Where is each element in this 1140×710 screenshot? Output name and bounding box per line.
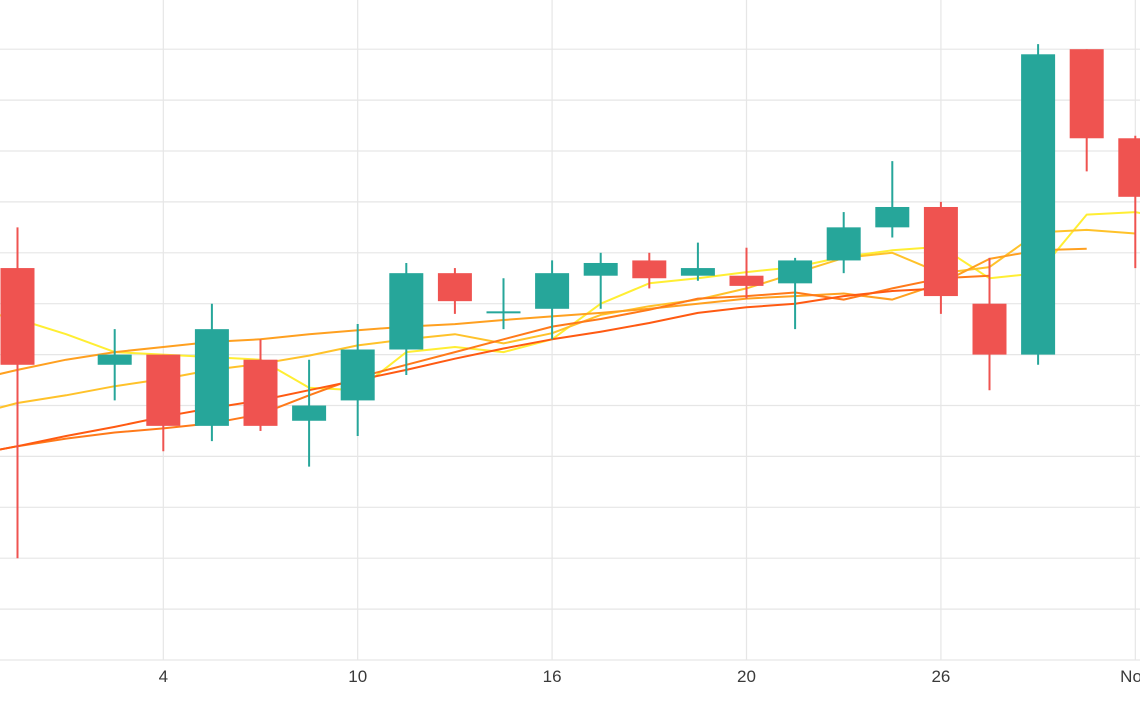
candle xyxy=(778,257,813,330)
x-tick-label: 20 xyxy=(737,667,756,686)
candle xyxy=(1021,44,1056,365)
candle-body xyxy=(486,311,521,314)
candle-body xyxy=(1069,49,1104,139)
candle xyxy=(0,227,35,559)
moving-average-line xyxy=(0,287,941,451)
x-tick-label: 10 xyxy=(348,667,367,686)
candle-body xyxy=(97,354,132,365)
candle xyxy=(292,359,327,467)
candle xyxy=(194,303,229,442)
candle xyxy=(875,161,910,238)
candle xyxy=(583,252,618,309)
candles xyxy=(0,44,1140,559)
candle-body xyxy=(146,354,181,426)
candle-body xyxy=(875,206,910,228)
candle xyxy=(826,212,861,274)
chart-grid xyxy=(0,0,1140,661)
candle-body xyxy=(923,206,958,297)
candle xyxy=(972,257,1007,391)
candle xyxy=(389,262,424,375)
candle-body xyxy=(826,227,861,261)
candle xyxy=(632,252,667,289)
candle-body xyxy=(292,405,327,421)
candle-body xyxy=(729,275,764,286)
candle-body xyxy=(778,260,813,284)
x-tick-label: 4 xyxy=(159,667,168,686)
candle-body xyxy=(194,329,229,426)
candle xyxy=(680,242,715,281)
moving-average-line xyxy=(0,274,990,451)
candle xyxy=(437,268,472,314)
candle xyxy=(535,260,570,340)
candle-body xyxy=(632,260,667,279)
candle-body xyxy=(389,273,424,350)
x-tick-label: 16 xyxy=(543,667,562,686)
candle xyxy=(340,324,375,437)
candle xyxy=(1069,49,1104,172)
candle-body xyxy=(535,273,570,309)
candle-body xyxy=(340,349,375,401)
candle xyxy=(729,247,764,299)
candle xyxy=(146,354,181,452)
candle xyxy=(97,329,132,401)
candle xyxy=(923,201,958,314)
candle xyxy=(486,278,521,330)
candle-body xyxy=(243,359,278,426)
candle-body xyxy=(0,268,35,365)
candle xyxy=(243,339,278,431)
candle-body xyxy=(972,303,1007,355)
candle-body xyxy=(437,273,472,302)
x-tick-label: 26 xyxy=(931,667,950,686)
candle-body xyxy=(583,262,618,276)
candle xyxy=(1118,135,1140,269)
candle-body xyxy=(1118,138,1140,197)
candle-body xyxy=(1021,54,1056,355)
x-tick-label: Nov xyxy=(1120,667,1140,686)
moving-average-line xyxy=(0,247,1087,375)
candle-body xyxy=(680,268,715,276)
x-axis-ticks: 4 10 16 20 26 Nov xyxy=(159,667,1140,686)
